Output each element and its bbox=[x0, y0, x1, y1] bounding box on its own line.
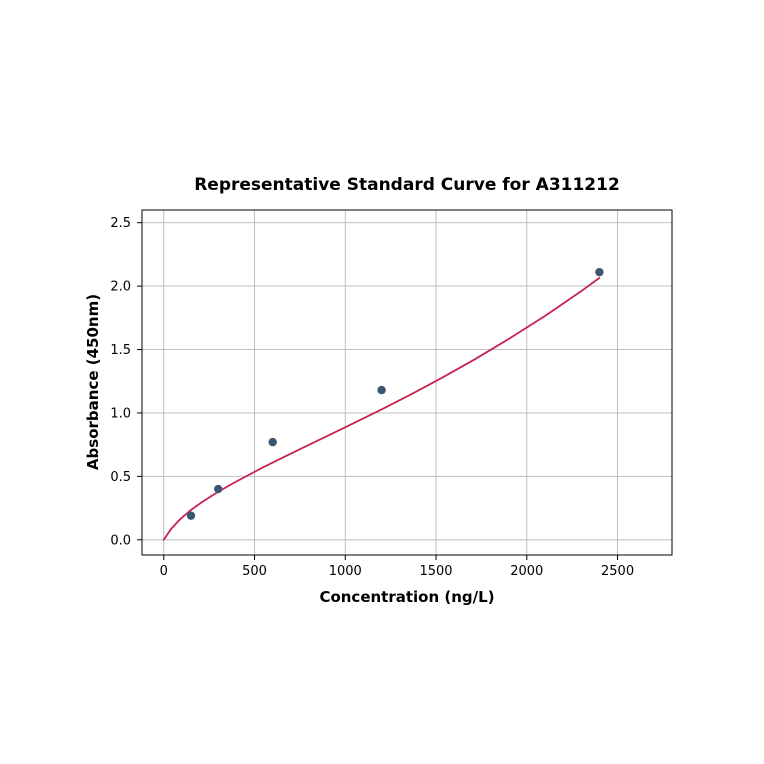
x-axis-label: Concentration (ng/L) bbox=[319, 588, 494, 606]
x-tick-label: 0 bbox=[160, 564, 168, 579]
data-point bbox=[268, 438, 276, 446]
y-tick-label: 0.0 bbox=[110, 533, 131, 548]
y-tick-label: 0.5 bbox=[110, 470, 131, 485]
y-tick-label: 1.0 bbox=[110, 406, 131, 421]
x-tick-label: 2000 bbox=[510, 564, 543, 579]
x-tick-label: 1000 bbox=[329, 564, 362, 579]
data-point bbox=[214, 485, 222, 493]
x-tick-label: 2500 bbox=[601, 564, 634, 579]
data-point bbox=[595, 268, 603, 276]
y-tick-label: 1.5 bbox=[110, 343, 131, 358]
plot-area-bg bbox=[142, 210, 672, 555]
y-tick-label: 2.0 bbox=[110, 280, 131, 295]
data-point bbox=[377, 386, 385, 394]
y-axis-label: Absorbance (450nm) bbox=[84, 294, 102, 470]
x-tick-label: 1500 bbox=[419, 564, 452, 579]
standard-curve-chart: Representative Standard Curve for A31121… bbox=[0, 0, 764, 764]
y-tick-label: 2.5 bbox=[110, 216, 131, 231]
data-point bbox=[187, 511, 195, 519]
x-tick-label: 500 bbox=[242, 564, 267, 579]
chart-title: Representative Standard Curve for A31121… bbox=[194, 175, 620, 195]
